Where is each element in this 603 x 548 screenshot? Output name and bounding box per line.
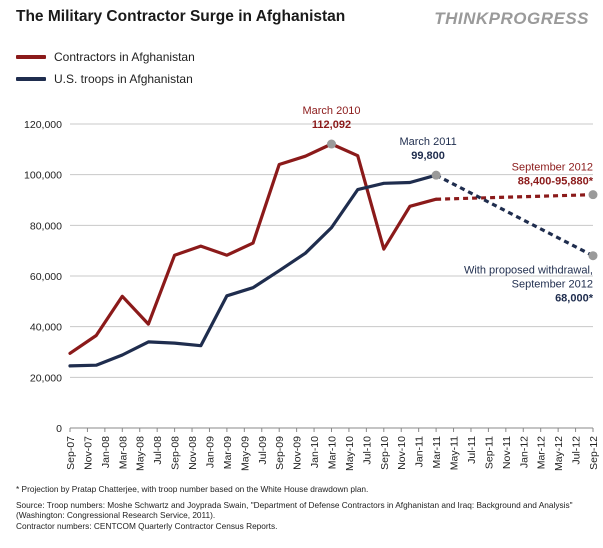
x-tick-label: Jan-12 — [518, 436, 530, 468]
x-tick-label: Jul-08 — [152, 436, 164, 465]
x-tick-label: Mar-11 — [431, 436, 443, 469]
chart-title: The Military Contractor Surge in Afghani… — [16, 8, 346, 25]
annotation-line: September 2012 — [512, 162, 593, 174]
y-tick-label: 0 — [56, 423, 62, 435]
annotation-sep-2012-troops: With proposed withdrawal, September 2012 6… — [464, 265, 594, 305]
x-tick-label: Jul-12 — [571, 436, 583, 465]
annotation-line: 99,800 — [411, 150, 445, 162]
x-tick-label: Mar-08 — [117, 436, 129, 469]
y-tick-label: 80,000 — [30, 220, 62, 232]
contractors-series-line — [68, 142, 438, 355]
x-tick-label: Sep-12 — [588, 436, 600, 470]
x-tick-label: Nov-10 — [396, 436, 408, 470]
legend-item-contractors: Contractors in Afghanistan — [16, 46, 195, 68]
legend-item-troops: U.S. troops in Afghanistan — [16, 68, 195, 90]
annotation-march-2011: March 2011 99,800 — [399, 136, 456, 162]
troops-projection-marker — [588, 251, 598, 261]
x-tick-label: Sep-09 — [274, 436, 286, 470]
annotation-line: March 2011 — [399, 136, 456, 148]
annotation-sep-2012-contractors: September 2012 88,400-95,880* — [512, 162, 594, 188]
projection-note: * Projection by Pratap Chatterjee, with … — [16, 484, 369, 494]
y-tick-label: 120,000 — [24, 119, 62, 131]
legend-label-troops: U.S. troops in Afghanistan — [54, 72, 193, 86]
legend-swatch-troops — [16, 77, 46, 81]
x-tick-label: Mar-09 — [222, 436, 234, 469]
x-tick-label: Jul-09 — [257, 436, 269, 465]
brand-logo: THINKPROGRESS — [434, 9, 589, 28]
troops-projection-line — [435, 173, 594, 258]
y-tick-label: 20,000 — [30, 372, 62, 384]
x-tick-label: Sep-07 — [65, 436, 77, 470]
x-tick-label: Sep-08 — [170, 436, 182, 470]
x-tick-label: Nov-08 — [187, 436, 199, 470]
x-tick-label: Jan-11 — [414, 436, 426, 467]
legend-swatch-contractors — [16, 55, 46, 59]
x-tick-label: Mar-10 — [327, 436, 339, 469]
annotation-line: 68,000* — [555, 293, 594, 305]
x-tick-label: Mar-12 — [536, 436, 548, 469]
contractor-source-note: Contractor numbers: CENTCOM Quarterly Co… — [16, 520, 278, 531]
annotation-line: 88,400-95,880* — [518, 176, 594, 188]
x-tick-label: Nov-09 — [292, 436, 304, 470]
x-tick-label: Sep-10 — [379, 436, 391, 470]
x-tick-label: May-10 — [344, 436, 356, 471]
legend: Contractors in Afghanistan U.S. troops i… — [16, 46, 195, 90]
troops-peak-marker — [431, 170, 441, 180]
x-tick-label: Jul-11 — [466, 436, 478, 464]
annotation-march-2010: March 2010 112,092 — [302, 105, 360, 131]
troops-series-line — [68, 173, 438, 368]
x-tick-label: Jan-08 — [100, 436, 112, 468]
x-tick-label: Nov-11 — [501, 436, 513, 469]
x-tick-label: Jan-09 — [204, 436, 216, 468]
annotation-line: With proposed withdrawal, — [464, 265, 593, 277]
y-tick-label: 60,000 — [30, 271, 62, 283]
annotation-line: September 2012 — [512, 279, 593, 291]
contractors-projection-marker — [588, 190, 598, 200]
x-tick-label: May-11 — [449, 436, 461, 470]
x-tick-label: May-09 — [239, 436, 251, 471]
legend-label-contractors: Contractors in Afghanistan — [54, 50, 195, 64]
x-tick-label: May-12 — [553, 436, 565, 471]
x-tick-label: May-08 — [135, 436, 147, 471]
contractors-projection-line — [436, 193, 594, 201]
x-tick-label: Nov-07 — [82, 436, 94, 470]
y-tick-label: 40,000 — [30, 322, 62, 334]
annotation-line: March 2010 — [302, 105, 360, 117]
x-tick-label: Jan-10 — [309, 436, 321, 468]
annotation-line: 112,092 — [312, 119, 351, 131]
x-tick-label: Sep-11 — [483, 436, 495, 469]
contractors-peak-marker — [327, 139, 336, 149]
source-note: Source: Troop numbers: Moshe Schwartz an… — [16, 499, 573, 521]
footnotes: * Projection by Pratap Chatterjee, with … — [16, 484, 591, 531]
y-tick-label: 100,000 — [24, 170, 62, 182]
x-tick-label: Jul-10 — [361, 436, 373, 465]
